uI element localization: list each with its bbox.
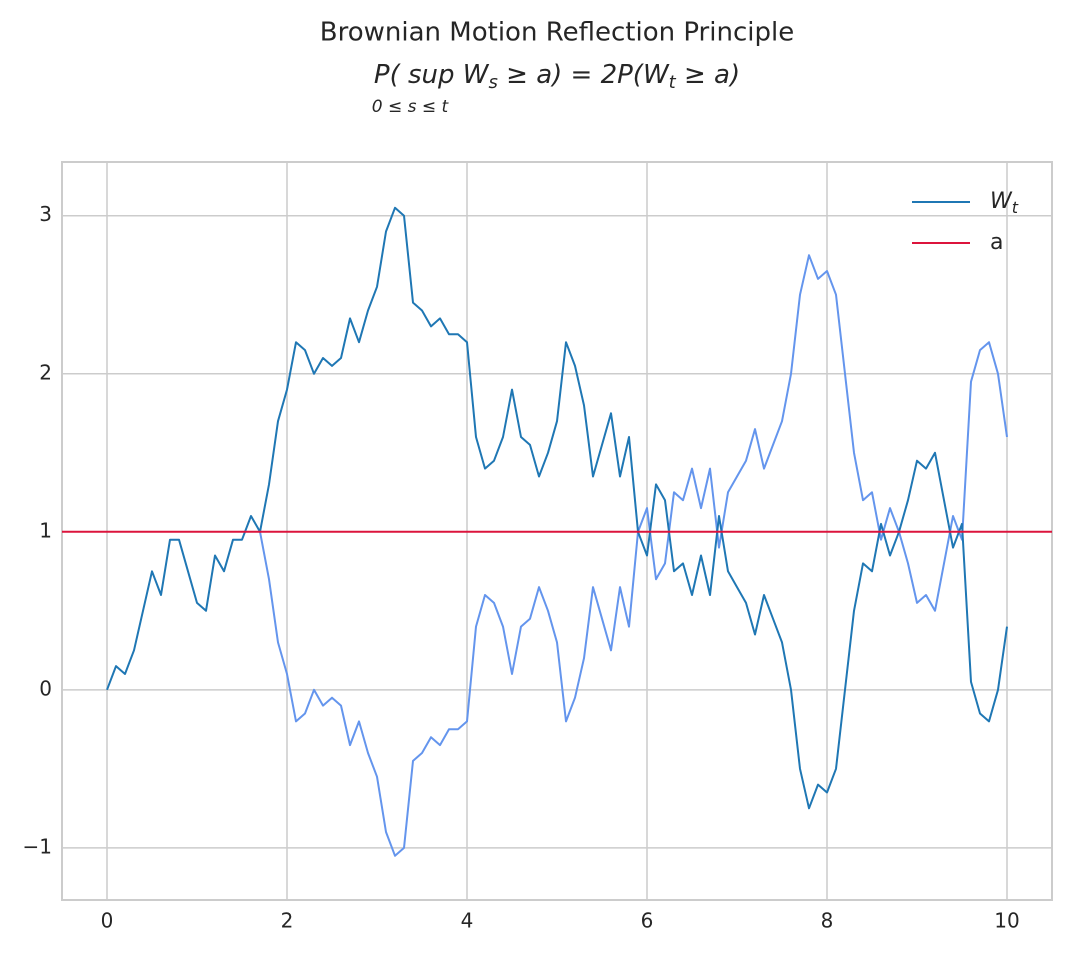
- legend-label: Wt: [990, 189, 1019, 217]
- chart-subtitle: P( sup Ws ≥ a) = 2P(Wt ≥ a): [374, 60, 740, 94]
- legend-label-part: W: [990, 189, 1013, 214]
- subtitle-part: P( sup W: [374, 60, 490, 90]
- x-tick-label: 4: [461, 909, 474, 933]
- x-tick-label: 8: [821, 909, 834, 933]
- chart-title: Brownian Motion Reflection Principle: [320, 18, 794, 48]
- y-tick-label: 0: [39, 676, 52, 700]
- x-tick-label: 10: [994, 909, 1019, 933]
- y-tick-label: 2: [39, 360, 52, 384]
- y-tick-label: 3: [39, 202, 52, 226]
- x-tick-label: 0: [101, 909, 114, 933]
- subtitle-part: s: [488, 72, 497, 93]
- subtitle-part: ≥ a): [676, 60, 740, 90]
- y-tick-label: −1: [23, 834, 52, 858]
- series-line: [106, 206, 1008, 810]
- subtitle-part: t: [669, 72, 677, 93]
- x-tick-label: 2: [281, 909, 294, 933]
- series-line: [259, 254, 1008, 857]
- y-tick-label: 1: [39, 518, 52, 542]
- subtitle-limit: 0 ≤ s ≤ t: [372, 97, 450, 117]
- x-tick-label: 6: [641, 909, 654, 933]
- legend-label-part: t: [1012, 198, 1019, 217]
- legend-label: a: [990, 230, 1003, 255]
- subtitle-part: ≥ a) = 2P(W: [498, 60, 670, 90]
